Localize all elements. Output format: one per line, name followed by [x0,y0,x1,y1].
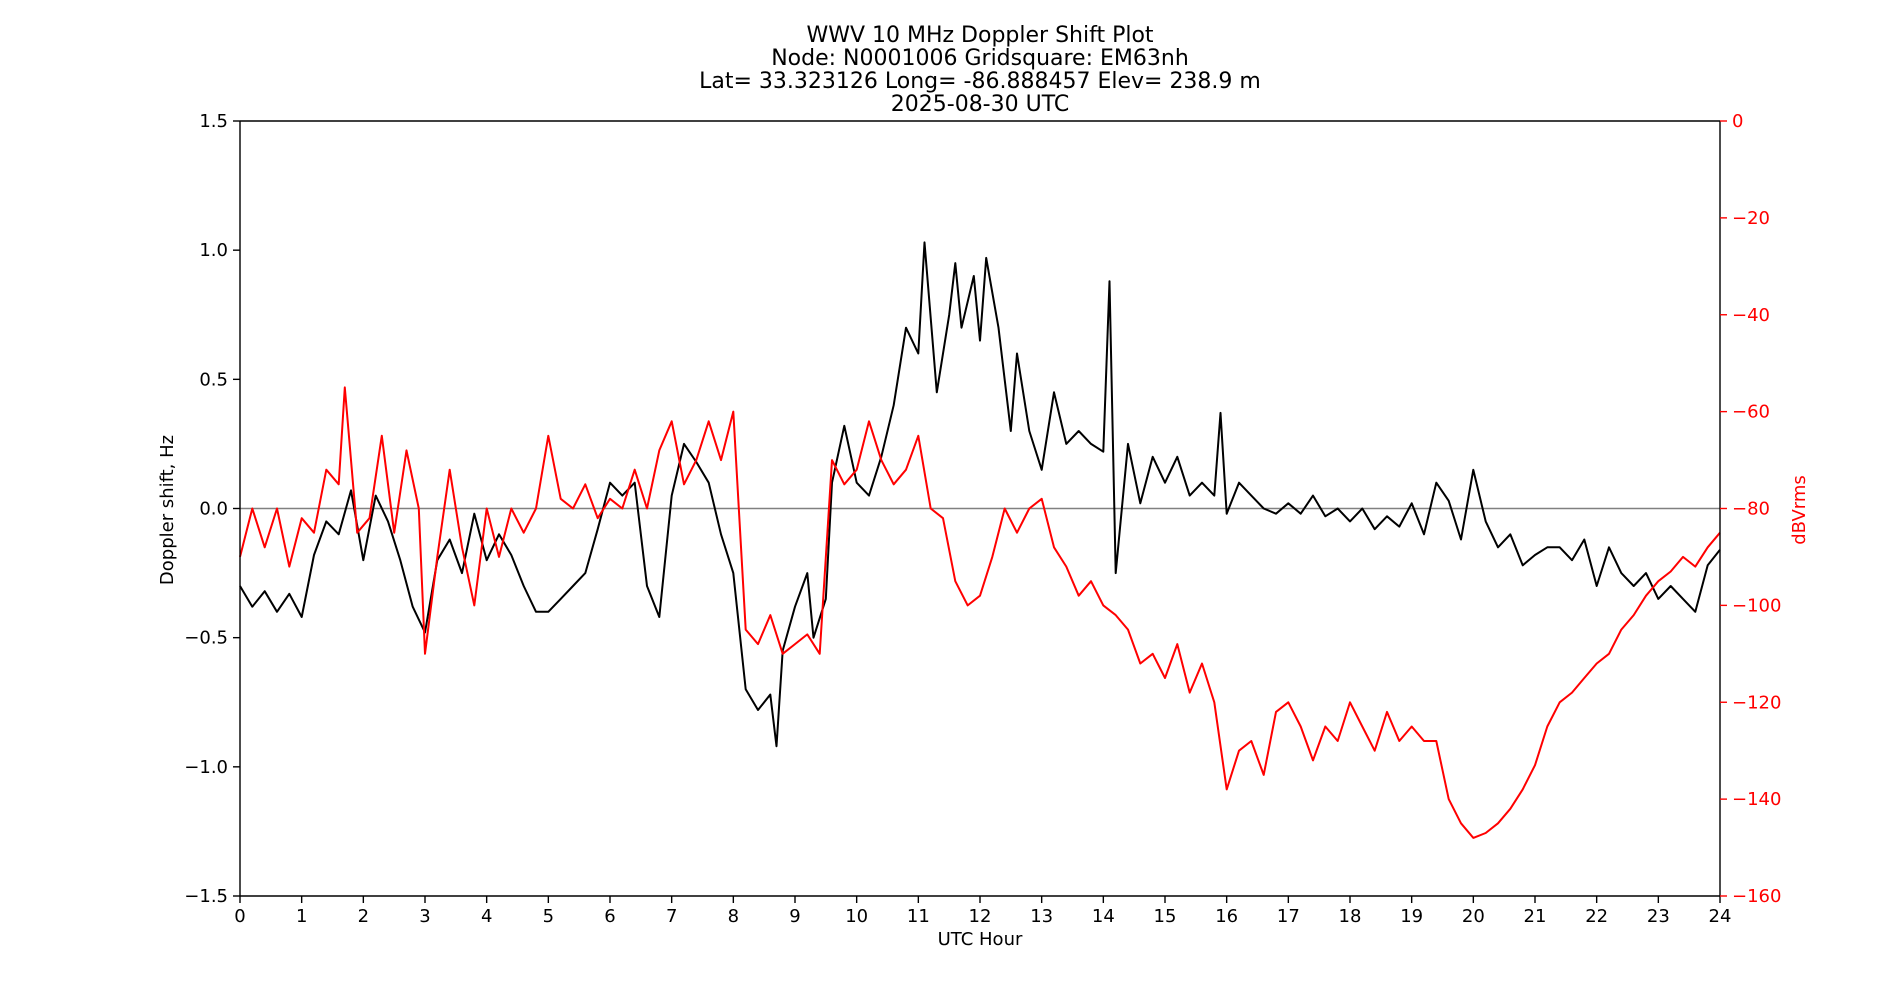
plot-area: 0 1 2 3 4 5 6 7 8 9 10 11 12 13 14 15 16 17 18 19 20 21 22 23 24… [184,111,1781,927]
x-tick-label: 22 [1585,906,1608,927]
x-tick-label: 3 [419,906,430,927]
y-right-tick-label: 0 [1732,111,1743,132]
y-left-tick-label: 0.0 [199,499,228,520]
y-right-tick-label: −80 [1732,499,1770,520]
x-tick-label: 13 [1030,906,1053,927]
x-tick-label: 7 [666,906,677,927]
y-right-tick-label: −20 [1732,208,1770,229]
chart-title-line-1: WWV 10 MHz Doppler Shift Plot [806,23,1153,48]
y-axis-left-label: Doppler shift, Hz [157,435,178,585]
y-left-tick-label: 1.5 [199,111,228,132]
signal-power-line [239,386,1721,839]
y-left-tick-label: 0.5 [199,369,228,390]
y-axis-right-label: dBVrms [1789,475,1810,545]
chart-title-line-3: Lat= 33.323126 Long= -86.888457 Elev= 23… [699,69,1261,94]
y-left-tick-label: −1.5 [184,886,228,907]
x-tick-label: 24 [1709,906,1732,927]
x-tick-label: 8 [728,906,739,927]
x-tick-label: 12 [969,906,992,927]
y-right-tick-label: −40 [1732,305,1770,326]
x-tick-label: 0 [234,906,245,927]
x-tick-label: 18 [1339,906,1362,927]
chart-title-line-4: 2025-08-30 UTC [891,92,1069,117]
x-tick-label: 2 [358,906,369,927]
x-tick-label: 11 [907,906,930,927]
y-right-tick-label: −140 [1732,789,1781,810]
x-tick-label: 15 [1154,906,1177,927]
x-tick-label: 19 [1400,906,1423,927]
chart-title-group: WWV 10 MHz Doppler Shift Plot Node: N000… [699,23,1261,117]
x-tick-label: 21 [1524,906,1547,927]
x-axis-label: UTC Hour [938,929,1023,950]
x-tick-label: 4 [481,906,492,927]
y-right-tick-label: −100 [1732,595,1781,616]
y-right-tick-label: −160 [1732,886,1781,907]
x-tick-label: 23 [1647,906,1670,927]
y-right-tick-label: −60 [1732,402,1770,423]
x-tick-label: 9 [789,906,800,927]
x-tick-label: 20 [1462,906,1485,927]
x-tick-label: 10 [845,906,868,927]
x-tick-label: 14 [1092,906,1115,927]
x-tick-label: 5 [543,906,554,927]
doppler-shift-line [239,241,1721,748]
y-left-tick-label: −0.5 [184,628,228,649]
y-left-tick-label: −1.0 [184,757,228,778]
chart-title-line-2: Node: N0001006 Gridsquare: EM63nh [771,46,1189,71]
x-tick-label: 6 [604,906,615,927]
x-tick-label: 16 [1215,906,1238,927]
x-tick-label: 1 [296,906,307,927]
y-left-tick-label: 1.0 [199,240,228,261]
y-right-tick-label: −120 [1732,692,1781,713]
x-tick-label: 17 [1277,906,1300,927]
